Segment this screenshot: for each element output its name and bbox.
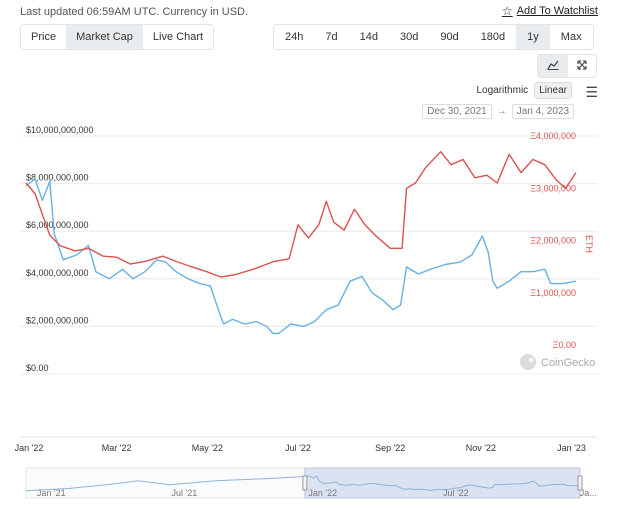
- x-axis: Jan '22 Mar '22 May '22 Jul '22 Sep '22 Nov '…: [15, 443, 586, 453]
- add-to-watchlist-link[interactable]: ☆ Add To Watchlist: [502, 5, 598, 17]
- y-right-tick-label: Ξ3,000,000: [530, 183, 576, 193]
- y-left-tick-label: $6,000,000,000: [26, 220, 89, 230]
- y-right-tick-label: Ξ0.00: [553, 340, 576, 350]
- range-14d-button[interactable]: 14d: [348, 25, 389, 49]
- x-tick-label: Sep '22: [375, 443, 405, 453]
- watermark-text: CoinGecko: [541, 357, 595, 369]
- range-max-button[interactable]: Max: [549, 25, 593, 49]
- y-left-tick-label: $4,000,000,000: [26, 268, 89, 278]
- expand-icon[interactable]: [568, 55, 596, 77]
- x-tick-label: Nov '22: [466, 443, 496, 453]
- series-lines: [25, 150, 577, 335]
- range-30d-button[interactable]: 30d: [388, 25, 430, 49]
- star-icon: ☆: [501, 4, 513, 18]
- date-to-input[interactable]: Jan 4, 2023: [511, 104, 574, 119]
- chart-view-toggle: [537, 54, 597, 78]
- navigator-tick-label: Jan '22: [308, 488, 337, 498]
- date-from-input[interactable]: Dec 30, 2021: [422, 104, 492, 119]
- x-tick-label: Jan '22: [15, 443, 44, 453]
- navigator[interactable]: Jan '21 Jul '21 Jan '22 Jul '22 Ja...: [25, 467, 597, 499]
- x-tick-label: May '22: [192, 443, 223, 453]
- last-updated-text: Last updated 06:59AM UTC. Currency in US…: [20, 6, 249, 18]
- line-chart-icon[interactable]: [538, 55, 568, 77]
- y-left-tick-label: $8,000,000,000: [26, 173, 89, 183]
- y-right-tick-label: Ξ2,000,000: [530, 236, 576, 246]
- y-axis-left: $0.00 $2,000,000,000 $4,000,000,000 $6,000,…: [26, 125, 94, 373]
- eth-market-cap-line: [25, 150, 577, 278]
- range-1y-button[interactable]: 1y: [516, 25, 550, 49]
- logarithmic-button[interactable]: Logarithmic: [476, 85, 529, 96]
- y-right-tick-label: Ξ1,000,000: [530, 288, 576, 298]
- y-left-tick-label: $10,000,000,000: [26, 125, 94, 135]
- navigator-line: [25, 475, 581, 492]
- navigator-tick-label: Jul '22: [443, 488, 469, 498]
- navigator-selection: [304, 467, 581, 499]
- tab-market-cap[interactable]: Market Cap: [66, 25, 143, 49]
- date-range-picker: Dec 30, 2021 → Jan 4, 2023: [422, 104, 574, 119]
- arrow-icon: →: [496, 106, 507, 117]
- coingecko-watermark: CoinGecko: [520, 354, 595, 370]
- navigator-handle-right: [577, 475, 583, 491]
- linear-button[interactable]: Linear: [534, 82, 572, 99]
- x-tick-label: Jul '22: [285, 443, 311, 453]
- navigator-handle-left: [302, 475, 308, 491]
- scale-toggle: Logarithmic Linear: [476, 82, 572, 99]
- tab-price[interactable]: Price: [21, 25, 67, 49]
- grid-lines: [20, 135, 598, 438]
- x-tick-label: Mar '22: [102, 443, 132, 453]
- navigator-tick-label: Jan '21: [37, 488, 66, 498]
- range-7d-button[interactable]: 7d: [314, 25, 349, 49]
- x-tick-label: Jan '23: [557, 443, 586, 453]
- range-90d-button[interactable]: 90d: [429, 25, 470, 49]
- coingecko-logo-icon: [520, 354, 536, 370]
- navigator-tick-label: Ja...: [580, 488, 597, 498]
- y-left-tick-label: $2,000,000,000: [26, 315, 89, 325]
- eth-axis-label: ETH: [584, 235, 594, 253]
- time-range-tabs: 24h 7d 14d 30d 90d 180d 1y Max: [273, 24, 594, 50]
- market-cap-line: [25, 178, 577, 335]
- y-right-tick-label: Ξ4,000,000: [530, 131, 576, 141]
- navigator-tick-label: Jul '21: [172, 488, 198, 498]
- hamburger-menu-icon[interactable]: ☰: [585, 84, 598, 100]
- y-left-tick-label: $0.00: [26, 363, 49, 373]
- range-24h-button[interactable]: 24h: [274, 25, 315, 49]
- range-180d-button[interactable]: 180d: [469, 25, 517, 49]
- add-to-watchlist-label: Add To Watchlist: [516, 5, 598, 17]
- tab-live-chart[interactable]: Live Chart: [142, 25, 214, 49]
- y-axis-right: Ξ0.00 Ξ1,000,000 Ξ2,000,000 Ξ3,000,000 Ξ4,00…: [530, 131, 576, 350]
- chart-type-tabs: Price Market Cap Live Chart: [20, 24, 215, 50]
